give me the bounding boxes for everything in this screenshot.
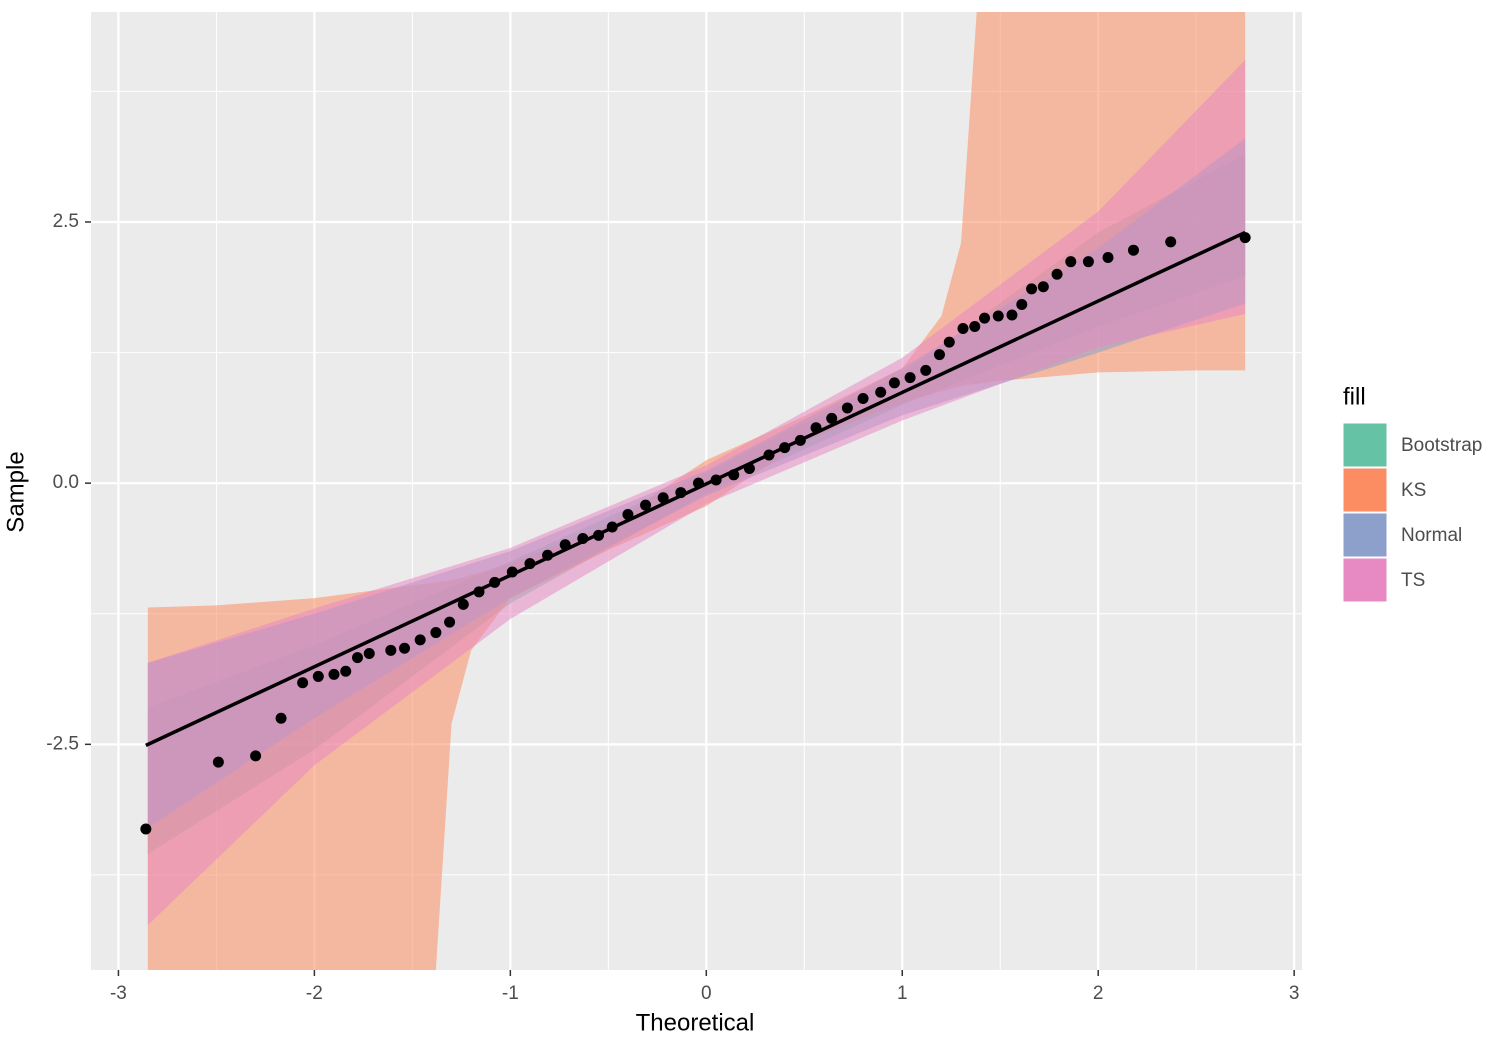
data-point bbox=[1239, 232, 1251, 244]
x-tick-label: -1 bbox=[502, 983, 519, 1004]
legend-label: TS bbox=[1401, 570, 1425, 591]
legend-swatch bbox=[1342, 557, 1388, 603]
data-point bbox=[904, 372, 916, 384]
data-point bbox=[763, 449, 775, 461]
data-point bbox=[957, 323, 969, 335]
data-point bbox=[692, 477, 704, 489]
x-tick-label: -2 bbox=[306, 983, 323, 1004]
confidence-band bbox=[147, 60, 1246, 926]
data-point bbox=[524, 558, 536, 570]
x-tick-label: 3 bbox=[1289, 983, 1300, 1004]
data-point bbox=[920, 364, 932, 376]
data-point bbox=[351, 652, 363, 664]
data-point bbox=[1127, 244, 1139, 256]
data-point bbox=[1051, 268, 1063, 280]
data-point bbox=[675, 487, 687, 499]
legend-swatch bbox=[1342, 422, 1388, 468]
data-point bbox=[430, 627, 442, 639]
data-point bbox=[969, 320, 981, 332]
data-point bbox=[728, 469, 740, 481]
data-point bbox=[841, 402, 853, 414]
legend-label: Normal bbox=[1401, 525, 1462, 546]
data-point bbox=[275, 712, 287, 724]
data-point bbox=[212, 756, 224, 768]
data-point bbox=[606, 521, 618, 533]
data-point bbox=[250, 750, 262, 762]
data-point bbox=[943, 336, 955, 348]
data-point bbox=[888, 377, 900, 389]
data-point bbox=[506, 566, 518, 578]
data-point bbox=[933, 349, 945, 361]
data-point bbox=[559, 539, 571, 551]
y-tick-label: 0.0 bbox=[53, 472, 79, 493]
data-point bbox=[363, 647, 375, 659]
data-point bbox=[794, 434, 806, 446]
data-point bbox=[297, 677, 309, 689]
data-point bbox=[1165, 236, 1177, 248]
data-point bbox=[1102, 252, 1114, 264]
y-axis-title: Sample bbox=[2, 451, 29, 532]
data-point bbox=[593, 529, 605, 541]
data-point bbox=[875, 386, 887, 398]
plot-area bbox=[140, 12, 1251, 970]
data-point bbox=[779, 442, 791, 454]
data-point bbox=[328, 668, 340, 680]
data-point bbox=[444, 616, 456, 628]
y-tick-label: -2.5 bbox=[46, 733, 79, 754]
legend-label: KS bbox=[1401, 480, 1426, 501]
legend-swatch bbox=[1342, 512, 1388, 558]
data-point bbox=[743, 463, 755, 475]
data-point bbox=[810, 422, 822, 434]
x-tick-label: 2 bbox=[1093, 983, 1104, 1004]
legend-title: fill bbox=[1343, 383, 1366, 410]
axes: -3 -2 -1 0 1 2 3 -2.5 0.0 2.5 bbox=[46, 211, 1299, 1004]
data-point bbox=[1082, 256, 1094, 268]
x-axis-title: Theoretical bbox=[636, 1009, 755, 1036]
data-point bbox=[399, 642, 411, 654]
data-point bbox=[622, 509, 634, 521]
y-tick-label: 2.5 bbox=[53, 211, 79, 232]
data-point bbox=[710, 474, 722, 486]
data-point bbox=[857, 393, 869, 405]
data-point bbox=[1026, 283, 1038, 295]
data-point bbox=[1037, 281, 1049, 293]
data-point bbox=[312, 670, 324, 682]
data-point bbox=[1016, 299, 1028, 311]
data-point bbox=[826, 412, 838, 424]
data-point bbox=[542, 549, 554, 561]
data-point bbox=[657, 492, 669, 504]
legend-label: Bootstrap bbox=[1401, 435, 1482, 456]
data-point bbox=[340, 665, 352, 677]
x-tick-label: 1 bbox=[897, 983, 908, 1004]
data-point bbox=[992, 310, 1004, 322]
data-point bbox=[385, 644, 397, 656]
legend-swatch bbox=[1342, 467, 1388, 513]
reference-line bbox=[145, 230, 1246, 747]
x-tick-label: -3 bbox=[110, 983, 127, 1004]
data-point bbox=[457, 598, 469, 610]
data-point bbox=[414, 634, 426, 646]
x-tick-label: 0 bbox=[701, 983, 712, 1004]
data-point bbox=[1006, 309, 1018, 321]
data-point bbox=[979, 312, 991, 324]
legend: Bootstrap KS Normal TS bbox=[1342, 422, 1482, 603]
data-point bbox=[473, 586, 485, 598]
data-point bbox=[640, 499, 652, 511]
data-point bbox=[489, 576, 501, 588]
data-point bbox=[140, 823, 152, 835]
data-point bbox=[577, 533, 589, 545]
data-point bbox=[1065, 256, 1077, 268]
